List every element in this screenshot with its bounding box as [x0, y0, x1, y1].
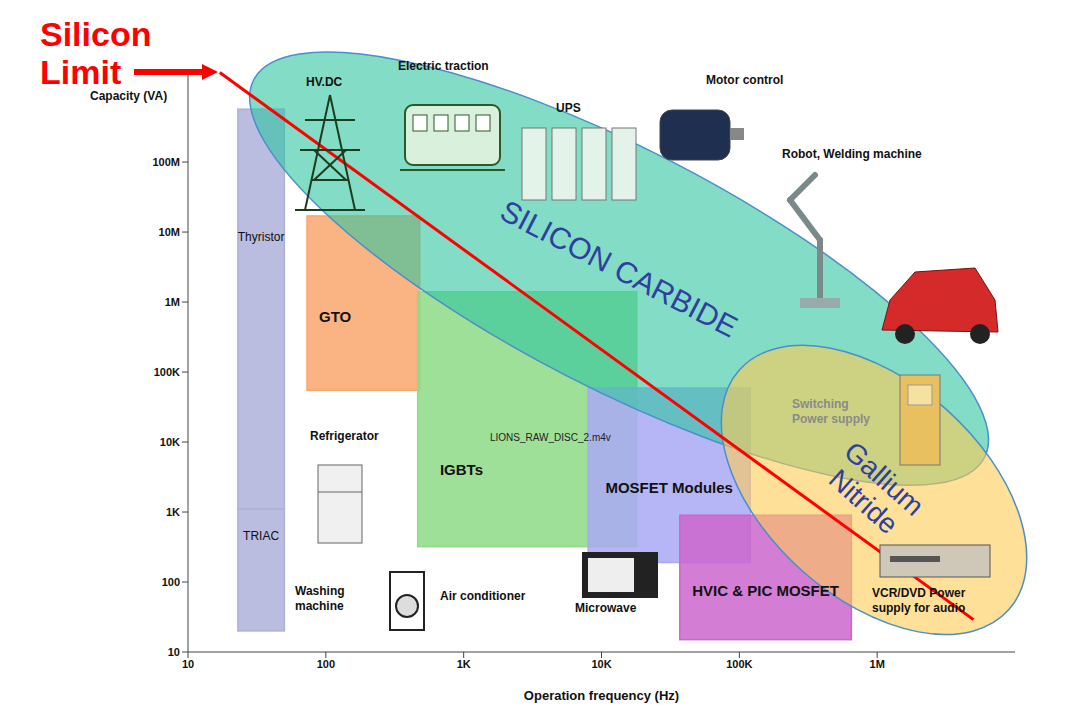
svg-text:10K: 10K	[160, 436, 180, 448]
svg-text:100M: 100M	[152, 156, 180, 168]
svg-text:10: 10	[168, 646, 180, 658]
svg-text:1K: 1K	[166, 506, 180, 518]
svg-text:Thyristor: Thyristor	[238, 230, 285, 244]
svg-text:HVIC & PIC MOSFET: HVIC & PIC MOSFET	[692, 582, 839, 599]
svg-text:Microwave: Microwave	[575, 601, 637, 615]
svg-text:UPS: UPS	[556, 101, 581, 115]
svg-text:Operation frequency (Hz): Operation frequency (Hz)	[524, 688, 679, 703]
svg-text:TRIAC: TRIAC	[243, 529, 279, 543]
svg-text:Electric traction: Electric traction	[398, 59, 489, 73]
svg-text:10K: 10K	[591, 658, 611, 670]
svg-text:GalliumNitride: GalliumNitride	[818, 436, 930, 545]
svg-text:SiliconLimit: SiliconLimit	[40, 15, 151, 91]
svg-text:Robot, Welding machine: Robot, Welding machine	[782, 147, 922, 161]
svg-text:HV.DC: HV.DC	[306, 75, 343, 89]
svg-text:MOSFET Modules: MOSFET Modules	[605, 479, 733, 496]
svg-text:100: 100	[317, 658, 335, 670]
svg-text:100K: 100K	[154, 366, 180, 378]
svg-text:GTO: GTO	[319, 308, 352, 325]
svg-text:VCR/DVD Powersupply for audio: VCR/DVD Powersupply for audio	[872, 586, 966, 615]
svg-text:100: 100	[162, 576, 180, 588]
svg-text:SILICON CARBIDE: SILICON CARBIDE	[495, 194, 743, 344]
svg-text:1M: 1M	[870, 658, 885, 670]
svg-text:LIONS_RAW_DISC_2.m4v: LIONS_RAW_DISC_2.m4v	[490, 432, 611, 443]
svg-text:SwitchingPower supply: SwitchingPower supply	[792, 397, 870, 426]
svg-text:Washingmachine: Washingmachine	[295, 584, 345, 613]
svg-text:Motor control: Motor control	[706, 73, 783, 87]
svg-text:Refrigerator: Refrigerator	[310, 429, 379, 443]
svg-text:IGBTs: IGBTs	[440, 461, 483, 478]
svg-text:1K: 1K	[457, 658, 471, 670]
svg-text:1M: 1M	[165, 296, 180, 308]
svg-text:10M: 10M	[159, 226, 180, 238]
svg-text:Capacity (VA): Capacity (VA)	[90, 89, 167, 103]
svg-text:Air conditioner: Air conditioner	[440, 589, 526, 603]
svg-text:100K: 100K	[726, 658, 752, 670]
svg-text:10: 10	[182, 658, 194, 670]
